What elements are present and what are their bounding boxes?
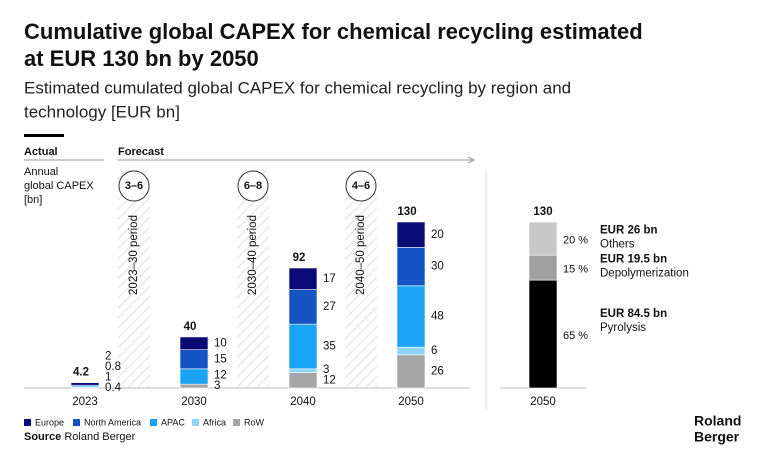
total-label: 130 (397, 206, 416, 218)
series-label: Depolymerization (600, 268, 689, 280)
series-label: Others (600, 239, 635, 251)
value-label: 17 (323, 273, 336, 285)
total-label: 130 (533, 206, 552, 218)
legend-label: North America (84, 417, 141, 427)
x-tick-label: 2030 (181, 396, 207, 408)
value-label: EUR 19.5 bn (600, 254, 667, 266)
annual-label: Annual (24, 166, 58, 178)
source-name: Roland Berger (64, 431, 135, 443)
period-annual: 4–6 (352, 180, 370, 192)
source-label: Source (24, 431, 61, 443)
legend-swatch (24, 419, 31, 426)
bar-segment (70, 382, 100, 386)
bar-segment (528, 221, 558, 256)
period-annual: 3–6 (125, 180, 143, 192)
bar-segment (396, 346, 426, 356)
bar-segment (179, 349, 209, 370)
share-label: 20 % (563, 235, 588, 247)
value-label: 27 (323, 301, 336, 313)
source: Source Roland Berger (24, 431, 136, 443)
legend-swatch (150, 419, 157, 426)
bar-segment (288, 368, 318, 373)
total-label: 4.2 (73, 367, 89, 379)
bar-segment (288, 289, 318, 325)
x-tick-label: 2023 (72, 396, 98, 408)
period-circle (345, 170, 377, 202)
series-label: Pyrolysis (600, 322, 646, 334)
title-line: at EUR 130 bn by 2050 (24, 46, 259, 71)
actual-label: Actual (24, 146, 58, 158)
bar-segment (288, 267, 318, 290)
period-circle (118, 170, 150, 202)
value-label: 15 (214, 353, 227, 365)
value-label: EUR 84.5 bn (600, 308, 667, 320)
bar-segment (179, 368, 209, 385)
value-label: 30 (431, 261, 444, 273)
x-tick-label: 2040 (290, 396, 316, 408)
annual-label: [bn] (24, 194, 42, 206)
legend-label: Africa (203, 417, 226, 427)
bar-segment (179, 383, 209, 389)
accent-rule (24, 134, 64, 137)
value-label: 6 (431, 345, 437, 357)
value-label: 0.4 (105, 382, 122, 394)
period-label: 2023–30 period (128, 215, 140, 295)
logo: Berger (694, 429, 740, 445)
period-hatch (118, 170, 150, 388)
period-annual: 6–8 (244, 180, 262, 192)
legend-swatch (233, 419, 240, 426)
value-label: 3 (214, 380, 220, 392)
bar-segment (528, 254, 558, 281)
total-label: 40 (184, 321, 197, 333)
period-circle (237, 170, 269, 202)
value-label: 35 (323, 341, 336, 353)
share-label: 65 % (563, 330, 588, 342)
value-label: 12 (214, 370, 227, 382)
legend-label: APAC (161, 417, 185, 427)
period-label: 2040–50 period (355, 215, 367, 295)
value-label: 1 (105, 371, 111, 383)
annual-label: global CAPEX (24, 180, 94, 192)
value-label: 12 (323, 374, 336, 386)
value-label: 10 (214, 337, 227, 349)
period-hatch (345, 170, 377, 388)
bar-segment (396, 285, 426, 348)
arrow-head (467, 156, 476, 164)
bar-segment (396, 221, 426, 248)
share-label: 15 % (563, 264, 588, 276)
bar-segment (396, 354, 426, 389)
total-label: 92 (293, 252, 306, 264)
value-label: 20 (431, 229, 444, 241)
legend-label: RoW (244, 417, 265, 427)
bar-segment (528, 279, 558, 389)
value-label: 2 (105, 350, 111, 362)
x-tick-label: 2050 (530, 396, 556, 408)
bar-segment (179, 336, 209, 350)
legend-label: Europe (35, 417, 64, 427)
value-label: 48 (431, 311, 444, 323)
value-label: 3 (323, 364, 329, 376)
value-label: 26 (431, 365, 444, 377)
bar-segment (396, 247, 426, 287)
title-line: Cumulative global CAPEX for chemical rec… (24, 19, 643, 44)
x-tick-label: 2050 (398, 396, 424, 408)
subtitle-line: Estimated cumulated global CAPEX for che… (24, 78, 571, 97)
bar-segment (288, 372, 318, 389)
logo: Roland (694, 413, 741, 429)
subtitle-line: technology [EUR bn] (24, 102, 180, 121)
period-label: 2030–40 period (247, 215, 259, 295)
legend-swatch (73, 419, 80, 426)
bar-segment (288, 323, 318, 370)
value-label: EUR 26 bn (600, 225, 658, 237)
legend-swatch (192, 419, 199, 426)
period-hatch (237, 170, 269, 388)
forecast-label: Forecast (118, 146, 164, 158)
value-label: 0.8 (105, 361, 121, 373)
